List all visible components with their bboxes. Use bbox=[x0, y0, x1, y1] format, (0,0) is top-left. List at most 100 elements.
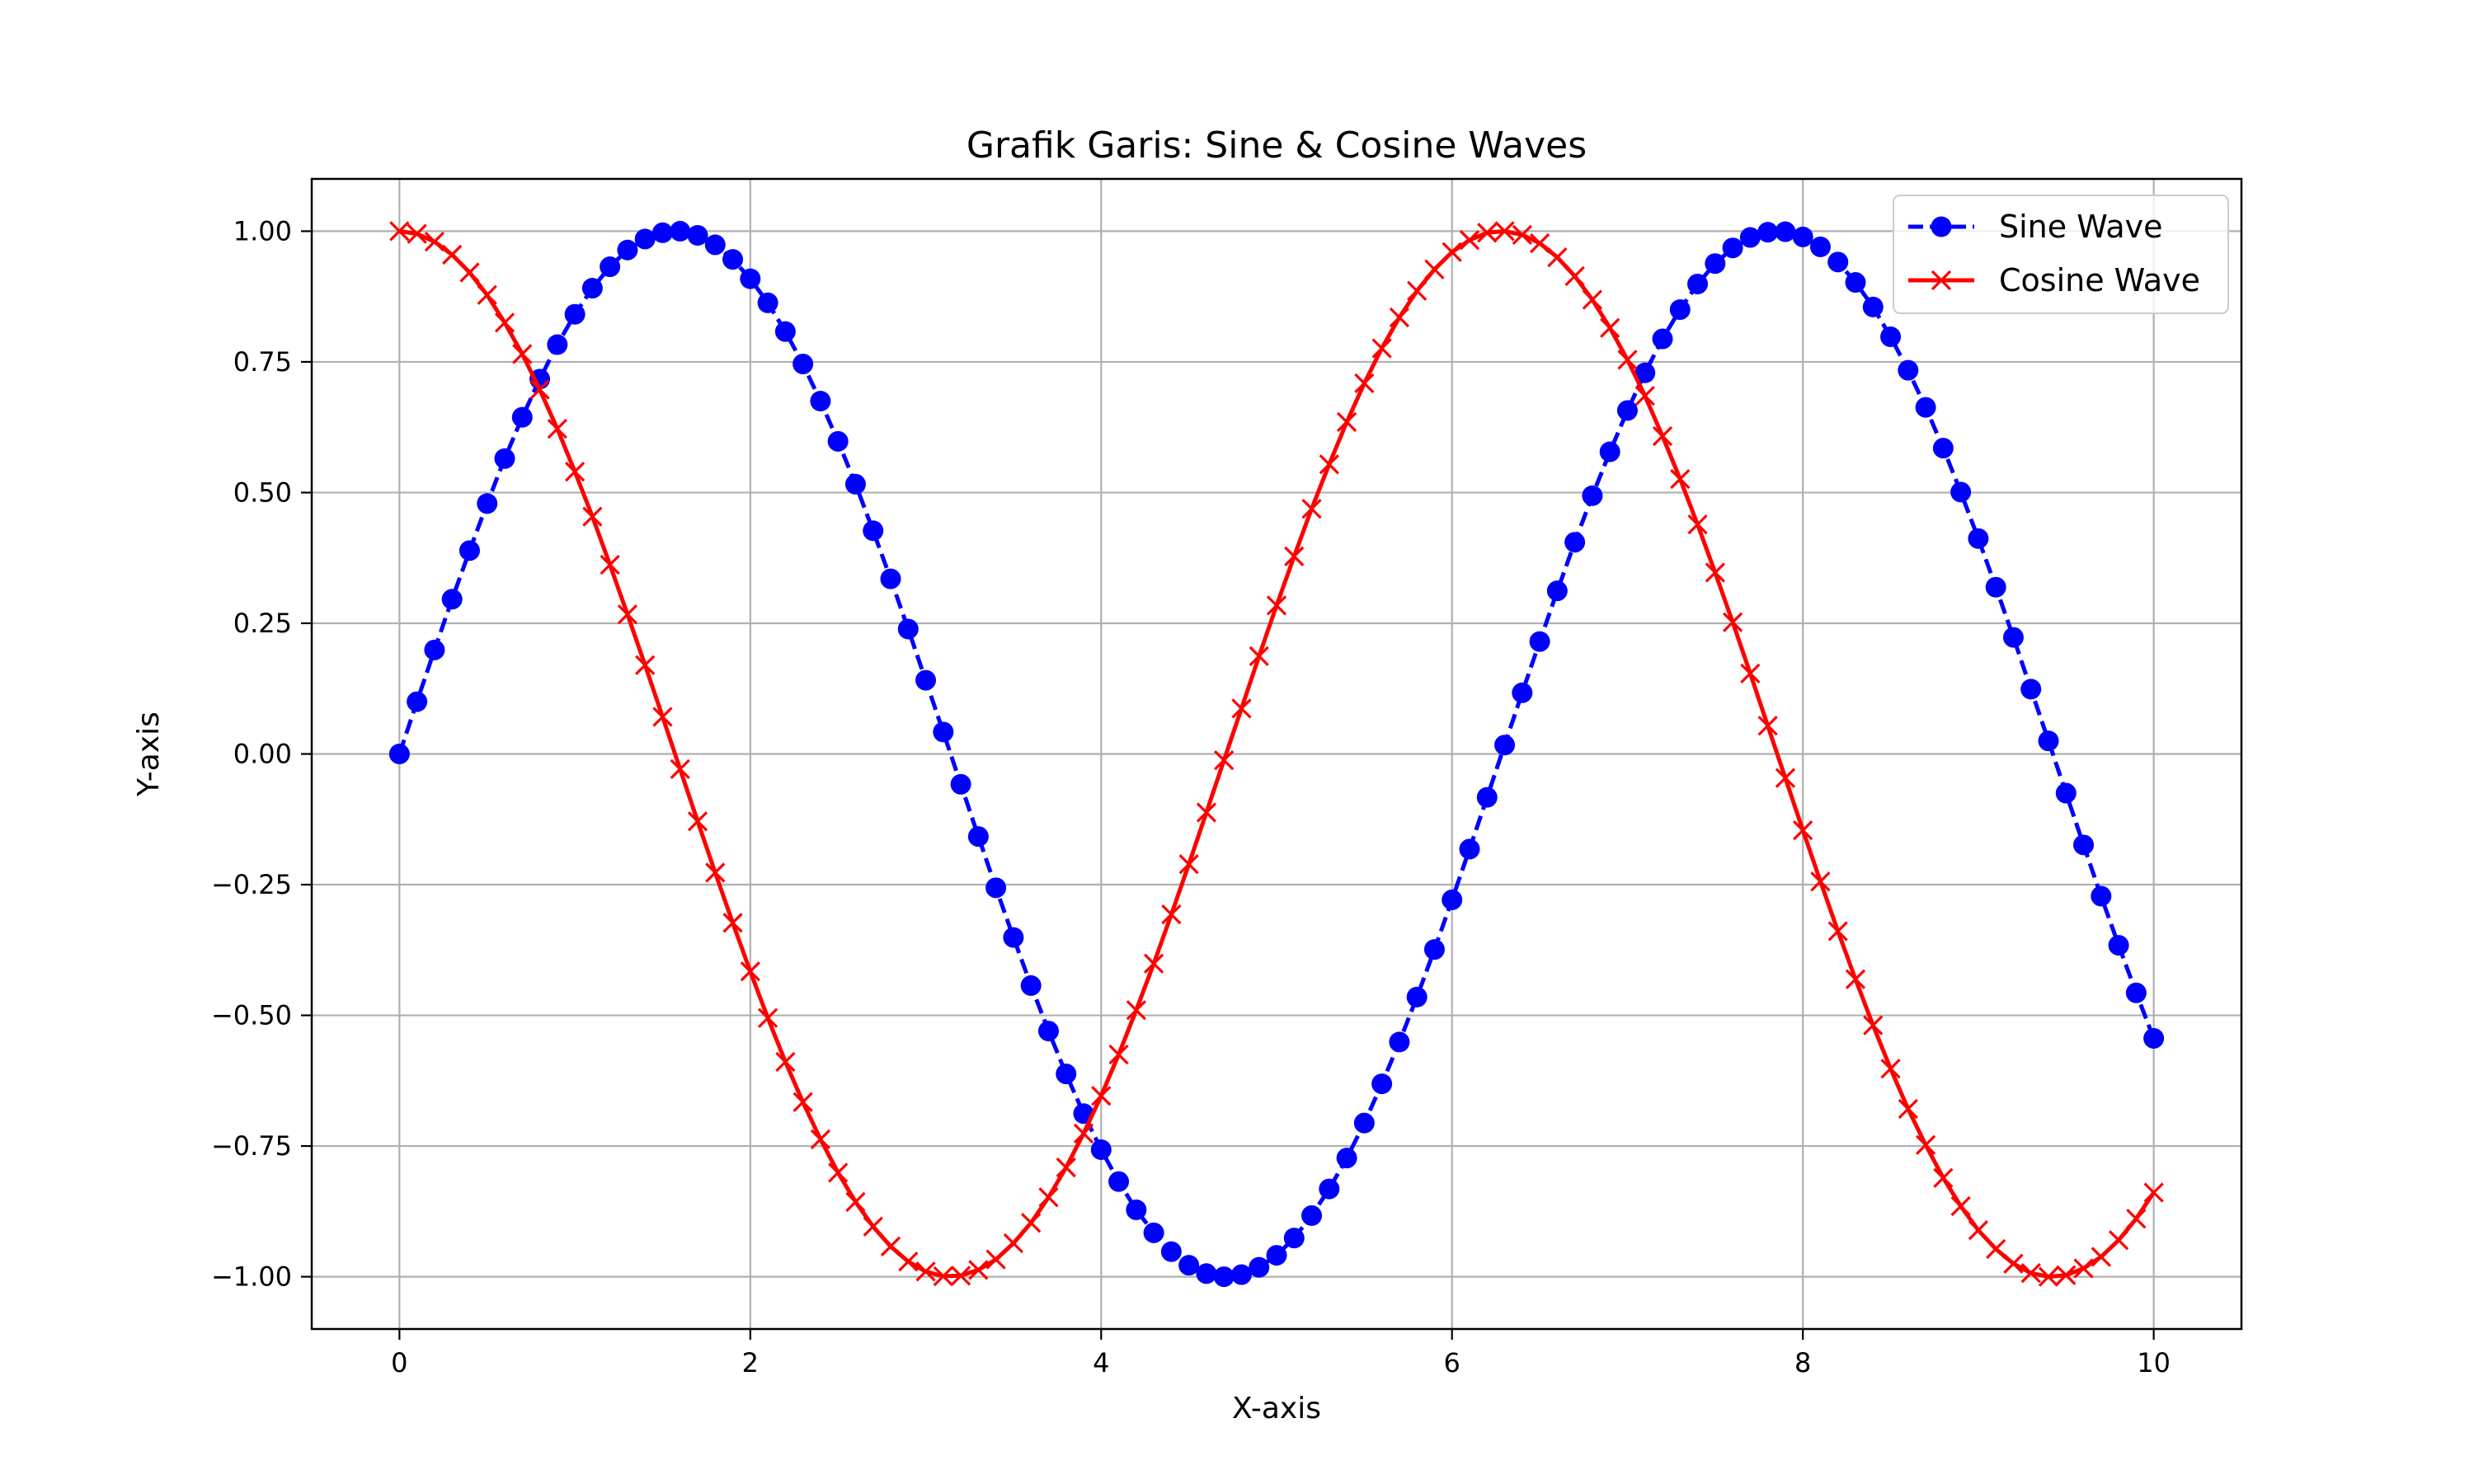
data-point bbox=[1319, 454, 1339, 475]
data-point bbox=[564, 461, 586, 482]
data-point bbox=[388, 744, 410, 764]
data-point bbox=[547, 418, 567, 439]
data-point bbox=[1757, 716, 1778, 736]
data-point bbox=[1266, 595, 1287, 616]
data-point bbox=[582, 506, 603, 527]
data-point bbox=[1371, 1073, 1393, 1095]
data-point bbox=[1477, 223, 1498, 243]
data-point bbox=[2108, 935, 2129, 956]
series-cosine-wave bbox=[389, 221, 2164, 1287]
data-point bbox=[1407, 280, 1427, 301]
data-point bbox=[1898, 359, 1919, 381]
data-point bbox=[863, 1216, 883, 1237]
data-point bbox=[2143, 1182, 2164, 1203]
data-point bbox=[1529, 631, 1550, 652]
data-point bbox=[1687, 514, 1708, 535]
data-point bbox=[1003, 1233, 1024, 1254]
y-axis-label: Y-axis bbox=[132, 711, 166, 797]
data-point bbox=[494, 312, 515, 333]
data-point bbox=[1599, 441, 1620, 463]
data-point bbox=[670, 758, 690, 780]
data-point bbox=[424, 231, 445, 252]
data-point bbox=[1178, 1255, 1200, 1276]
data-point bbox=[1266, 1245, 1287, 1266]
data-point bbox=[1931, 270, 1952, 291]
data-point bbox=[1143, 953, 1164, 974]
data-point bbox=[828, 1162, 849, 1183]
data-point bbox=[1933, 1167, 1954, 1188]
data-point bbox=[1810, 871, 1831, 892]
data-point bbox=[1196, 1263, 1217, 1284]
data-point bbox=[1792, 226, 1813, 247]
data-point bbox=[2055, 782, 2077, 804]
data-point bbox=[1582, 289, 1603, 310]
data-point bbox=[1616, 400, 1638, 421]
data-point bbox=[2091, 885, 2112, 907]
data-point bbox=[1143, 1222, 1164, 1243]
data-point bbox=[1459, 230, 1480, 251]
data-point bbox=[1845, 272, 1866, 294]
data-point bbox=[880, 1236, 901, 1256]
data-point bbox=[933, 1266, 953, 1287]
data-point bbox=[1389, 1031, 1410, 1053]
y-tick-label: 1.00 bbox=[233, 215, 292, 247]
data-point bbox=[1617, 350, 1638, 370]
data-point bbox=[705, 862, 726, 883]
data-point bbox=[459, 262, 480, 283]
data-point bbox=[1757, 222, 1779, 243]
data-point bbox=[1091, 1086, 1112, 1106]
legend: Sine Wave Cosine Wave bbox=[1893, 195, 2229, 314]
data-point bbox=[600, 554, 620, 575]
y-tick-label: 0.50 bbox=[233, 477, 292, 508]
data-point bbox=[1231, 698, 1252, 719]
data-point bbox=[1845, 969, 1866, 989]
data-point bbox=[512, 344, 533, 364]
data-point bbox=[2056, 1265, 2077, 1285]
data-point bbox=[1863, 1015, 1884, 1036]
data-point bbox=[424, 639, 445, 660]
data-point bbox=[915, 669, 937, 691]
data-point bbox=[652, 707, 673, 727]
data-point bbox=[459, 540, 480, 561]
data-point bbox=[547, 334, 568, 355]
legend-label: Cosine Wave bbox=[1999, 262, 2200, 298]
data-point bbox=[1353, 1112, 1375, 1134]
data-point bbox=[1880, 326, 1902, 347]
data-point bbox=[651, 222, 673, 243]
data-point bbox=[1932, 438, 1954, 459]
data-point bbox=[1108, 1171, 1130, 1192]
data-point bbox=[529, 379, 550, 400]
data-point bbox=[968, 1260, 989, 1280]
data-point bbox=[2003, 1253, 2024, 1274]
data-point bbox=[1968, 1220, 1989, 1241]
data-point bbox=[1423, 939, 1445, 960]
grid bbox=[312, 179, 2241, 1329]
data-point bbox=[1161, 904, 1182, 925]
data-point bbox=[1301, 1205, 1323, 1226]
data-point bbox=[1950, 481, 1972, 503]
data-point bbox=[1546, 580, 1568, 602]
data-point bbox=[933, 721, 954, 743]
data-point bbox=[897, 618, 919, 640]
data-point bbox=[1862, 296, 1884, 317]
data-point bbox=[1038, 1187, 1059, 1208]
data-point bbox=[827, 430, 849, 452]
data-point bbox=[1389, 307, 1410, 328]
chart-title: Grafik Garis: Sine & Cosine Waves bbox=[967, 124, 1587, 167]
data-point bbox=[1003, 927, 1024, 948]
data-point bbox=[1950, 1195, 1971, 1217]
data-point bbox=[2073, 1258, 2094, 1279]
data-point bbox=[2073, 834, 2095, 856]
data-point bbox=[774, 321, 796, 342]
data-point bbox=[1160, 1241, 1182, 1262]
data-point bbox=[1986, 1238, 2006, 1260]
data-point bbox=[2108, 1230, 2129, 1251]
data-point bbox=[1213, 1266, 1235, 1288]
data-point bbox=[898, 1252, 919, 1272]
data-point bbox=[1564, 265, 1585, 287]
data-point bbox=[1512, 682, 1533, 703]
y-tick-label: −0.50 bbox=[211, 1000, 292, 1031]
data-point bbox=[1230, 1264, 1252, 1285]
data-point bbox=[1336, 1148, 1357, 1169]
data-point bbox=[1056, 1157, 1076, 1178]
